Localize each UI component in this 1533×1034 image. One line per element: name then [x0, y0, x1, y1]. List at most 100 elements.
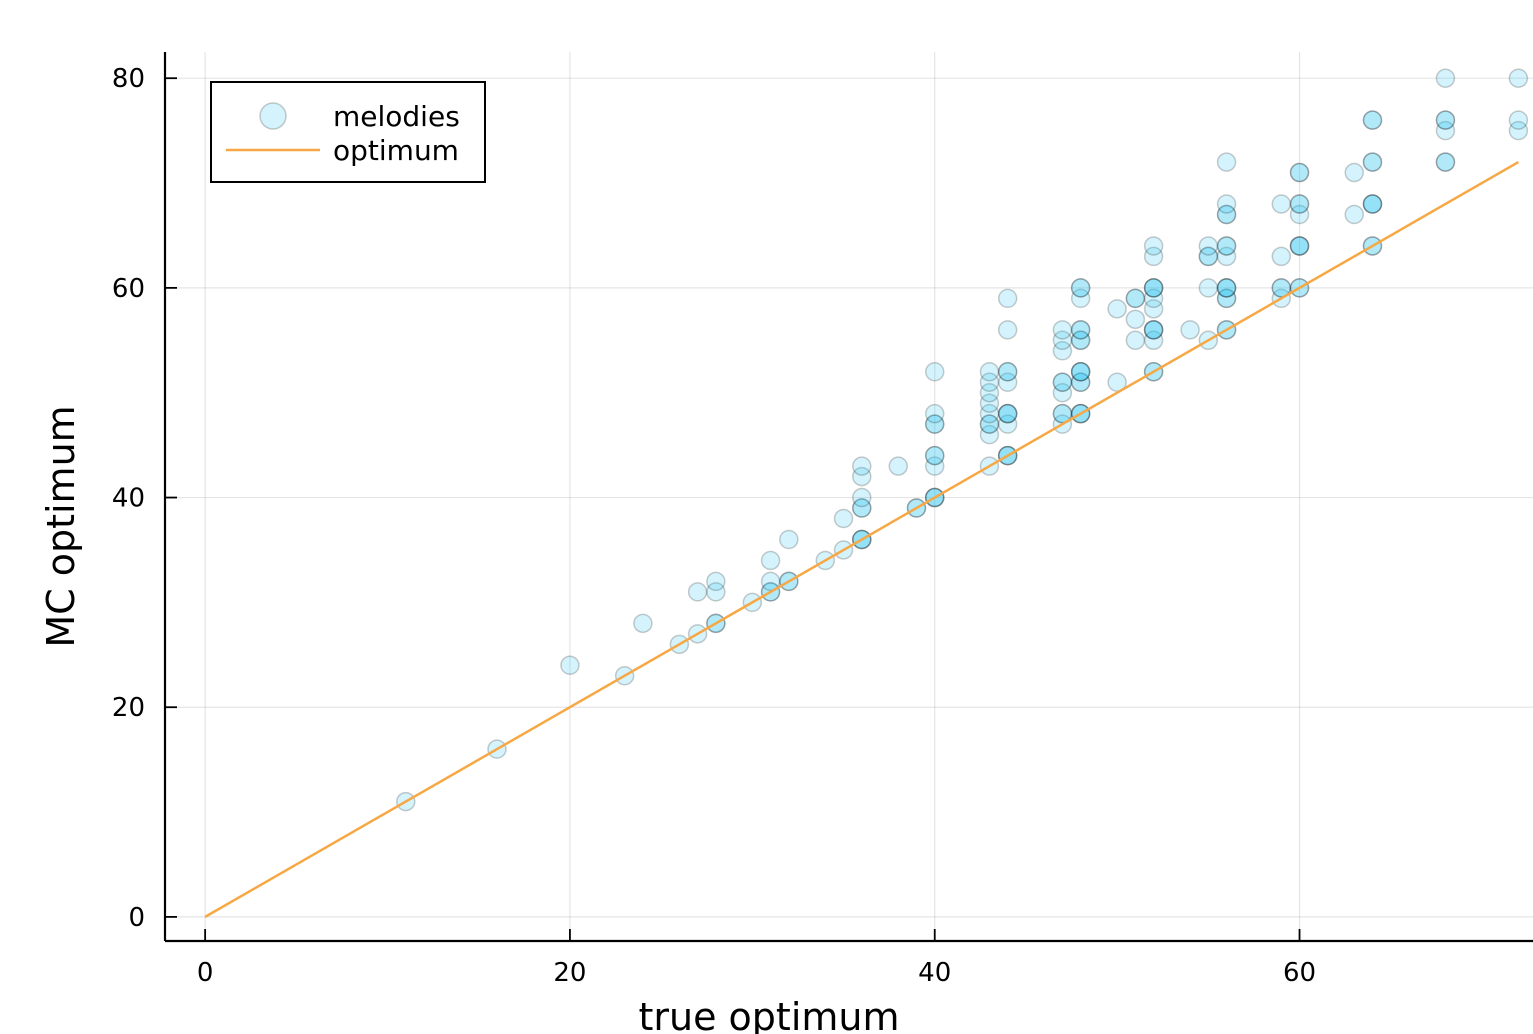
scatter-point — [1508, 68, 1529, 88]
scatter-point — [1143, 299, 1164, 319]
x-tick-label: 0 — [197, 958, 214, 988]
scatter-point — [687, 582, 708, 602]
scatter-point — [1216, 288, 1237, 309]
scatter-point — [779, 529, 799, 550]
legend-label-melodies: melodies — [333, 100, 460, 133]
scatter-point — [1271, 278, 1292, 298]
y-tick-label: 40 — [112, 484, 145, 514]
scatter-point — [1052, 403, 1073, 424]
scatter-point — [1362, 194, 1383, 214]
scatter-point — [1107, 299, 1127, 319]
scatter-point — [1435, 68, 1456, 88]
scatter-point — [1125, 288, 1146, 309]
scatter-point — [1180, 320, 1200, 340]
scatter-point — [924, 445, 945, 466]
scatter-point — [888, 456, 908, 476]
scatter-point — [1052, 320, 1073, 340]
scatter-point — [997, 403, 1018, 424]
scatter-point — [1216, 194, 1237, 214]
x-tick-labels: 0 20 40 60 — [197, 958, 1316, 988]
scatter-point — [1143, 278, 1164, 298]
y-tick-label: 80 — [112, 64, 145, 94]
scatter-point — [997, 288, 1018, 309]
scatter-point — [1143, 278, 1164, 298]
scatter-point — [1289, 194, 1310, 214]
scatter-point — [979, 382, 1000, 403]
scatter-point — [1216, 288, 1237, 309]
scatter-point — [1052, 403, 1073, 424]
scatter-point — [1052, 372, 1073, 392]
scatter-point — [1198, 246, 1219, 267]
scatter-point — [1435, 110, 1456, 130]
scatter-point — [1289, 236, 1310, 256]
scatter-point — [979, 393, 1000, 413]
scatter-point — [1070, 372, 1091, 392]
scatter-point — [1070, 372, 1091, 392]
scatter-point — [1070, 361, 1091, 382]
scatter-point — [1125, 288, 1146, 309]
scatter-point — [1435, 110, 1456, 130]
scatter-point — [1070, 320, 1091, 340]
scatter-point — [979, 414, 1000, 434]
legend-marker-melodies — [259, 102, 287, 130]
scatter-point — [1216, 236, 1237, 256]
scatter-point — [1216, 278, 1237, 298]
scatter-point — [1216, 204, 1237, 225]
scatter-point — [1198, 246, 1219, 267]
scatter-point — [852, 466, 872, 487]
scatter-point — [1070, 361, 1091, 382]
scatter-point — [633, 613, 653, 634]
scatter-point — [1216, 204, 1237, 225]
scatter-point — [1070, 361, 1091, 382]
scatter-point — [706, 582, 726, 602]
legend: melodies optimum — [210, 81, 486, 183]
y-tick-labels: 0 20 40 60 80 — [112, 64, 145, 933]
scatter-point — [1289, 162, 1310, 183]
scatter-point — [997, 361, 1018, 382]
scatter-point — [1107, 372, 1127, 392]
scatter-point — [1289, 204, 1310, 225]
scatter-point — [1070, 278, 1091, 298]
scatter-point — [924, 361, 945, 382]
scatter-point — [979, 372, 1000, 392]
scatter-point — [924, 414, 945, 434]
scatter-point — [1289, 236, 1310, 256]
scatter-point — [760, 571, 781, 592]
scatter-point — [852, 498, 872, 518]
scatter-point — [1052, 372, 1073, 392]
scatter-point — [1362, 110, 1383, 130]
scatter-point — [1143, 246, 1164, 267]
scatter-point — [997, 414, 1018, 434]
scatter-point — [979, 361, 1000, 382]
scatter-point — [1508, 110, 1529, 130]
x-tick-label: 20 — [553, 958, 586, 988]
x-tick-label: 60 — [1283, 958, 1316, 988]
scatter-point — [1070, 288, 1091, 309]
scatter-point — [1216, 246, 1237, 267]
scatter-point — [1143, 320, 1164, 340]
scatter-point — [1143, 278, 1164, 298]
scatter-point — [1198, 278, 1219, 298]
scatter-point — [1435, 152, 1456, 172]
scatter-point — [924, 403, 945, 424]
scatter-point — [979, 414, 1000, 434]
scatter-point — [997, 403, 1018, 424]
scatter-point — [1344, 162, 1364, 183]
x-axis-title: true optimum — [638, 995, 899, 1034]
scatter-point — [997, 372, 1018, 392]
scatter-point — [1125, 330, 1146, 351]
scatter-point — [1344, 204, 1364, 225]
scatter-point — [706, 571, 726, 592]
x-tick-label: 40 — [918, 958, 951, 988]
scatter-point — [1052, 330, 1073, 351]
scatter-point — [1508, 120, 1529, 141]
scatter-point — [1271, 194, 1292, 214]
scatter-point — [1143, 330, 1164, 351]
scatter-point — [1362, 194, 1383, 214]
scatter-point — [1362, 152, 1383, 172]
scatter-point — [1362, 194, 1383, 214]
legend-box — [210, 81, 486, 183]
grid-lines — [165, 52, 1533, 941]
scatter-point — [997, 361, 1018, 382]
scatter-point — [1198, 236, 1219, 256]
